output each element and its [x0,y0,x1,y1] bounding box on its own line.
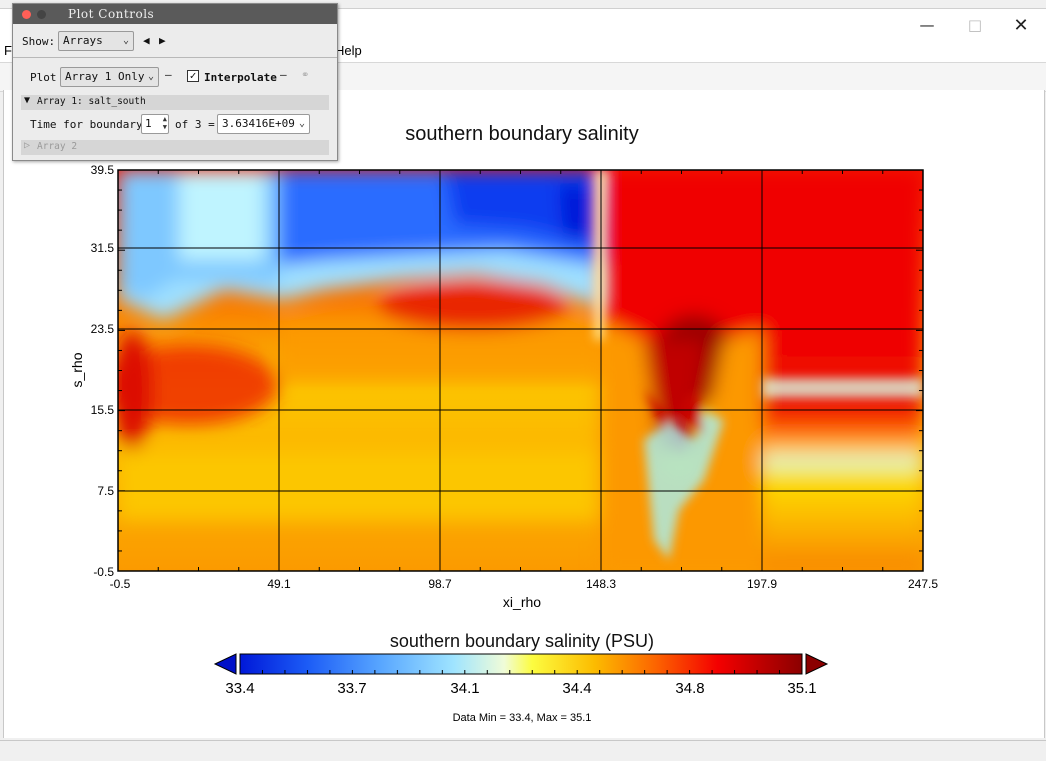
colorbar-tick-label: 34.8 [675,680,704,697]
link-icon[interactable]: ⚭ [301,70,310,81]
x-tick-label: 49.1 [267,577,291,591]
y-tick-label: -0.5 [93,565,114,579]
colorbar-low-arrow [213,653,237,675]
stepper-arrows-icon[interactable]: ▲ ▼ [162,115,167,131]
x-tick-label: -0.5 [110,577,131,591]
colorbar-tick-label: 35.1 [787,680,816,697]
close-icon[interactable]: ✕ [1013,14,1029,36]
colorbar-tick-label: 33.4 [225,680,254,697]
y-tick-label: 31.5 [91,241,115,255]
data-range-text: Data Min = 33.4, Max = 35.1 [453,712,592,724]
y-tick-label: 15.5 [91,403,115,417]
plot-dropdown-value: Array 1 Only [65,70,145,83]
next-arrow-icon[interactable]: ▶ [159,34,166,47]
collapsed-triangle-icon: ▷ [24,140,31,151]
heatmap [118,170,923,571]
y-tick-label: 23.5 [91,322,115,336]
of-label: of 3 = [175,118,215,131]
x-axis-label: xi_rho [503,594,541,610]
plot-controls-titlebar[interactable]: Plot Controls [13,4,337,24]
chevron-down-icon: ⌄ [147,71,154,82]
plot-title: southern boundary salinity [405,123,638,145]
array1-section-header[interactable]: ▼ Array 1: salt_south [21,95,329,110]
y-tick-label: 39.5 [91,163,115,177]
show-label: Show: [22,35,56,48]
plot-controls-title: Plot Controls [68,7,155,21]
y-axis-label: s_rho [69,352,85,387]
colorbar-tick-label: 34.1 [450,680,479,697]
status-bar [0,740,1046,761]
x-tick-label: 98.7 [428,577,452,591]
plot-controls-panel[interactable]: Plot Controls Show: Arrays ⌄ ◀ ▶ Plot Ar… [12,3,338,161]
dash-separator: — [165,68,172,81]
time-value-dropdown[interactable]: 3.63416E+09 ⌄ [217,114,310,134]
colorbar-tick-label: 33.7 [337,680,366,697]
colorbar [213,653,829,675]
interpolate-label: Interpolate [204,71,277,84]
x-tick-label: 197.9 [747,577,777,591]
time-for-boundary-label: Time for boundary: [30,118,150,131]
menu-help[interactable]: Help [335,43,362,58]
interpolate-checkbox[interactable]: ✓ [187,70,199,82]
x-tick-label: 247.5 [908,577,938,591]
previous-arrow-icon[interactable]: ◀ [143,34,150,47]
x-tick-label: 148.3 [586,577,616,591]
array2-header-label: Array 2 [37,141,78,152]
colorbar-ticks [239,670,803,674]
plot-label: Plot [30,71,57,84]
time-value: 3.63416E+09 [222,117,295,130]
dash-separator: — [280,68,287,81]
plot-ticks [117,169,924,572]
time-index-value: 1 [145,117,152,130]
array1-header-label: Array 1: salt_south [37,96,146,107]
colorbar-gradient [239,653,803,675]
plot-canvas: southern boundary salinity [3,90,1045,738]
plot-svg: southern boundary salinity [69,123,938,724]
show-dropdown[interactable]: Arrays ⌄ [58,31,134,51]
plot-dropdown[interactable]: Array 1 Only ⌄ [60,67,159,87]
close-dot-icon[interactable] [22,10,31,19]
colorbar-high-arrow [805,653,829,675]
minimize-dot-icon[interactable] [37,10,46,19]
minimize-icon[interactable]: — [919,16,935,34]
menu-file[interactable]: Fi [4,43,15,58]
y-tick-label: 7.5 [97,484,114,498]
array2-section-header[interactable]: ▷ Array 2 [21,140,329,155]
colorbar-tick-label: 34.4 [562,680,591,697]
time-index-stepper[interactable]: 1 ▲ ▼ [141,114,169,134]
show-dropdown-value: Arrays [63,34,103,47]
divider [13,57,337,58]
expand-triangle-icon: ▼ [24,95,31,106]
chevron-down-icon: ⌄ [122,35,129,46]
chevron-down-icon: ⌄ [298,118,305,129]
maximize-icon[interactable]: □ [967,16,983,34]
colorbar-title: southern boundary salinity (PSU) [390,631,654,651]
